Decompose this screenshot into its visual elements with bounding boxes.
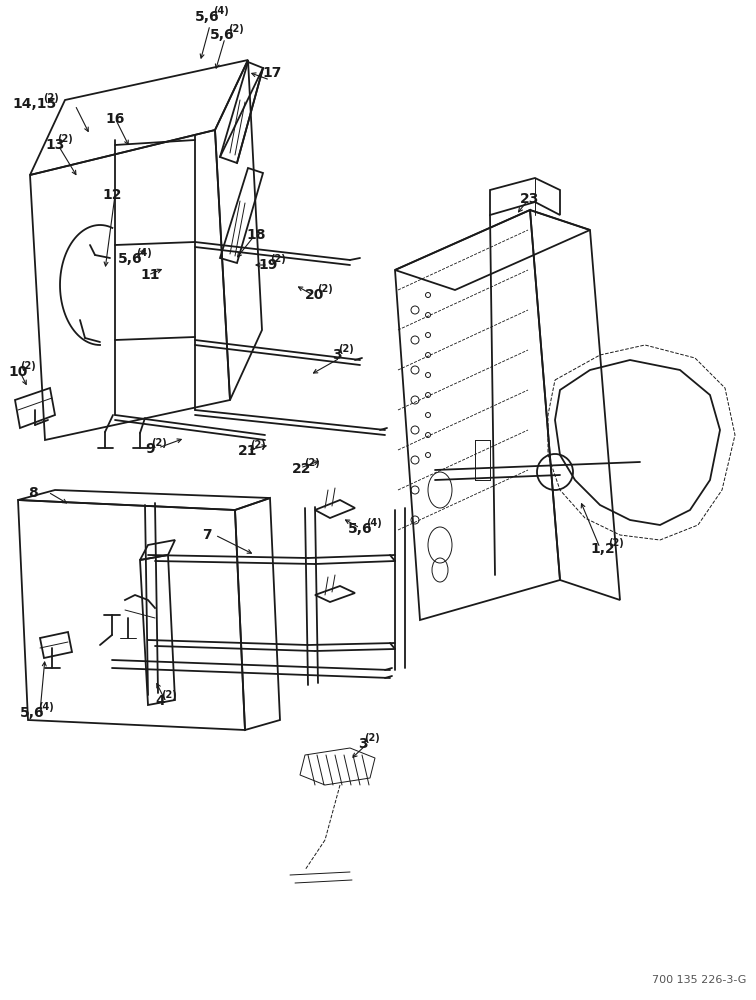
Text: (2): (2) (271, 254, 287, 264)
Text: 5,6: 5,6 (20, 706, 45, 720)
Text: 1,2: 1,2 (590, 542, 615, 556)
Text: 23: 23 (520, 192, 539, 206)
Text: (4): (4) (214, 6, 229, 16)
Text: 5,6: 5,6 (210, 28, 234, 42)
Text: 4: 4 (155, 694, 165, 708)
Text: 16: 16 (105, 112, 125, 126)
Text: (2): (2) (151, 438, 167, 448)
Text: 7: 7 (202, 528, 212, 542)
Text: 3: 3 (358, 737, 367, 751)
Text: 21: 21 (238, 444, 258, 458)
Text: 9: 9 (145, 442, 155, 456)
Text: (2): (2) (318, 284, 333, 294)
Text: 19: 19 (258, 258, 277, 272)
Text: (2): (2) (228, 24, 244, 34)
Text: (4): (4) (137, 248, 153, 258)
Text: 5,6: 5,6 (118, 252, 143, 266)
Text: 20: 20 (305, 288, 324, 302)
Text: (2): (2) (609, 538, 624, 548)
Text: 17: 17 (262, 66, 281, 80)
Text: (2): (2) (250, 440, 266, 450)
Text: (2): (2) (161, 690, 177, 700)
Text: 5,6: 5,6 (195, 10, 220, 24)
Text: (2): (2) (43, 93, 59, 103)
Text: 5,6: 5,6 (348, 522, 373, 536)
Text: 3: 3 (332, 348, 342, 362)
Text: 12: 12 (102, 188, 122, 202)
Text: 10: 10 (8, 365, 27, 379)
Text: 22: 22 (292, 462, 311, 476)
Text: 700 135 226-3-G: 700 135 226-3-G (652, 975, 746, 985)
Text: (2): (2) (364, 733, 380, 743)
Text: 11: 11 (140, 268, 160, 282)
Text: (2): (2) (305, 458, 320, 468)
Text: 8: 8 (28, 486, 38, 500)
Text: (4): (4) (39, 702, 54, 712)
Text: (2): (2) (338, 344, 354, 354)
Text: (2): (2) (20, 361, 36, 371)
Text: (2): (2) (57, 134, 73, 144)
Text: 18: 18 (246, 228, 265, 242)
Text: (4): (4) (367, 518, 383, 528)
Text: 14,15: 14,15 (12, 97, 56, 111)
Text: 13: 13 (45, 138, 64, 152)
